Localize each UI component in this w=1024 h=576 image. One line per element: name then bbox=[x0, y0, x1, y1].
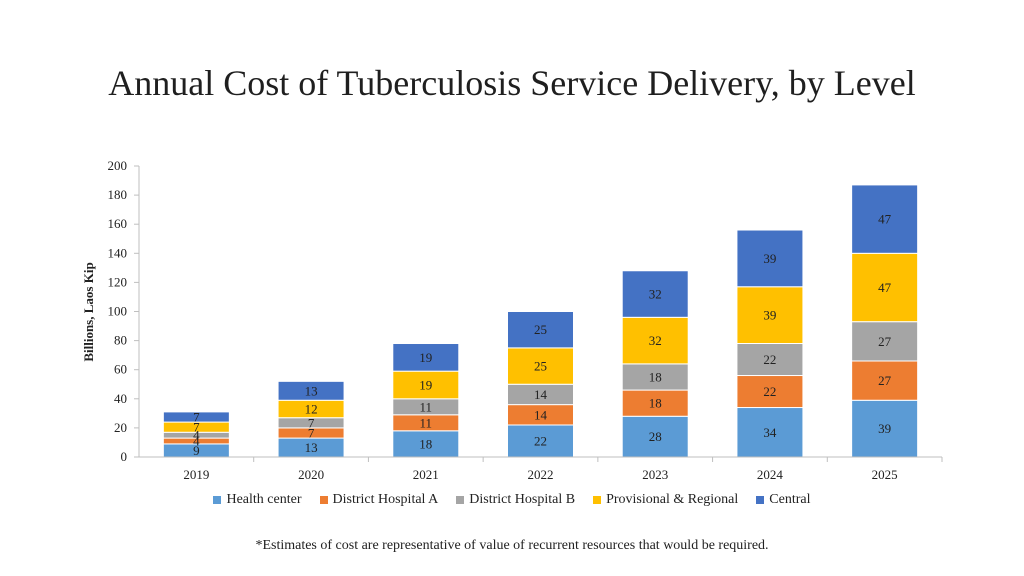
legend-label: Central bbox=[769, 492, 811, 507]
data-label: 32 bbox=[649, 287, 662, 302]
data-label: 25 bbox=[534, 359, 547, 374]
data-label: 7 bbox=[308, 425, 315, 440]
bar-segment-central-2022 bbox=[507, 311, 574, 349]
bar-segment-central-2020 bbox=[277, 380, 345, 401]
y-tick-label: 100 bbox=[108, 304, 128, 319]
data-label: 4 bbox=[193, 433, 200, 448]
x-tick-label: 2019 bbox=[183, 467, 209, 482]
data-label: 14 bbox=[534, 387, 548, 402]
y-tick-label: 200 bbox=[108, 158, 128, 173]
data-label: 11 bbox=[420, 415, 433, 430]
x-tick-label: 2022 bbox=[528, 467, 554, 482]
y-tick-label: 120 bbox=[108, 274, 128, 289]
y-tick-label: 60 bbox=[114, 362, 127, 377]
legend-label: District Hospital A bbox=[332, 492, 439, 507]
bar-segment-provisional-regional-2024 bbox=[736, 286, 804, 345]
data-label: 18 bbox=[649, 369, 662, 384]
bar-segment-central-2023 bbox=[621, 270, 689, 318]
data-label: 22 bbox=[534, 433, 547, 448]
bar-segment-central-2024 bbox=[736, 229, 804, 288]
y-tick-label: 140 bbox=[108, 245, 128, 260]
bar-segment-health-center-2025 bbox=[851, 399, 919, 458]
legend: Health center District Hospital A District… bbox=[0, 492, 1024, 508]
data-label: 39 bbox=[878, 421, 891, 436]
legend-swatch bbox=[456, 496, 465, 504]
data-label: 9 bbox=[193, 443, 200, 458]
data-label: 32 bbox=[649, 333, 662, 348]
x-tick-label: 2021 bbox=[413, 467, 439, 482]
bar-segment-district-hospital-b-2023 bbox=[621, 363, 689, 391]
bar-segment-health-center-2023 bbox=[621, 415, 689, 458]
legend-swatch bbox=[213, 496, 222, 504]
data-label: 12 bbox=[305, 401, 318, 416]
data-label: 18 bbox=[649, 396, 662, 411]
bar-segment-district-hospital-b-2025 bbox=[851, 321, 919, 362]
bar-segment-central-2021 bbox=[392, 343, 460, 372]
data-label: 18 bbox=[419, 436, 432, 451]
bar-segment-health-center-2024 bbox=[736, 407, 804, 458]
bar-segment-provisional-regional-2023 bbox=[621, 316, 689, 365]
data-label: 47 bbox=[878, 280, 892, 295]
data-label: 39 bbox=[763, 251, 776, 266]
data-label: 27 bbox=[878, 373, 892, 388]
data-label: 28 bbox=[649, 429, 662, 444]
legend-item-district-hospital-b: District Hospital B bbox=[456, 492, 575, 508]
bar-segment-central-2025 bbox=[851, 184, 919, 254]
bar-segment-district-hospital-a-2025 bbox=[851, 360, 919, 401]
x-tick-label: 2024 bbox=[757, 467, 784, 482]
data-label: 4 bbox=[193, 428, 200, 443]
legend-item-district-hospital-a: District Hospital A bbox=[319, 492, 439, 508]
legend-swatch bbox=[756, 496, 765, 504]
x-tick-label: 2020 bbox=[298, 467, 324, 482]
y-tick-label: 160 bbox=[108, 216, 128, 231]
bar-segment-health-center-2022 bbox=[507, 424, 574, 458]
legend-label: District Hospital B bbox=[469, 492, 576, 507]
legend-swatch bbox=[319, 496, 328, 504]
y-tick-label: 40 bbox=[114, 391, 127, 406]
y-tick-label: 0 bbox=[121, 449, 128, 464]
data-label: 27 bbox=[878, 334, 892, 349]
legend-label: Provisional & Regional bbox=[606, 492, 739, 507]
x-tick-label: 2023 bbox=[642, 467, 668, 482]
legend-item-health-center: Health center bbox=[213, 492, 302, 508]
data-label: 7 bbox=[308, 415, 315, 430]
footnote: *Estimates of cost are representative of… bbox=[255, 538, 769, 553]
legend-item-provisional-regional: Provisional & Regional bbox=[593, 492, 738, 508]
data-label: 22 bbox=[763, 384, 776, 399]
data-label: 47 bbox=[878, 212, 892, 227]
bar-segment-provisional-regional-2022 bbox=[507, 347, 574, 385]
legend-swatch bbox=[593, 496, 602, 504]
data-label: 13 bbox=[305, 440, 318, 455]
x-tick-label: 2025 bbox=[872, 467, 898, 482]
y-tick-label: 80 bbox=[114, 333, 127, 348]
data-label: 25 bbox=[534, 322, 547, 337]
data-label: 19 bbox=[419, 377, 432, 392]
data-label: 39 bbox=[763, 308, 776, 323]
bar-segment-central-2019 bbox=[162, 411, 230, 423]
y-tick-label: 180 bbox=[108, 187, 128, 202]
legend-label: Health center bbox=[226, 492, 302, 507]
y-tick-label: 20 bbox=[114, 420, 127, 435]
legend-item-central: Central bbox=[756, 492, 811, 508]
data-label: 34 bbox=[763, 425, 777, 440]
data-label: 13 bbox=[305, 383, 318, 398]
chart-plot: 9447713771213181111191922141425252818183… bbox=[81, 158, 943, 482]
data-label: 7 bbox=[193, 409, 200, 424]
data-label: 11 bbox=[420, 399, 433, 414]
y-axis-label: Billions, Laos Kip bbox=[81, 262, 96, 361]
chart-title: Annual Cost of Tuberculosis Service Deli… bbox=[108, 63, 916, 103]
data-label: 19 bbox=[419, 350, 432, 365]
bar-segment-provisional-regional-2021 bbox=[392, 370, 460, 400]
bar-segment-district-hospital-b-2024 bbox=[736, 343, 804, 377]
data-label: 22 bbox=[763, 352, 776, 367]
data-label: 14 bbox=[534, 407, 548, 422]
bar-segment-district-hospital-a-2024 bbox=[736, 375, 804, 409]
data-label: 7 bbox=[193, 420, 200, 435]
